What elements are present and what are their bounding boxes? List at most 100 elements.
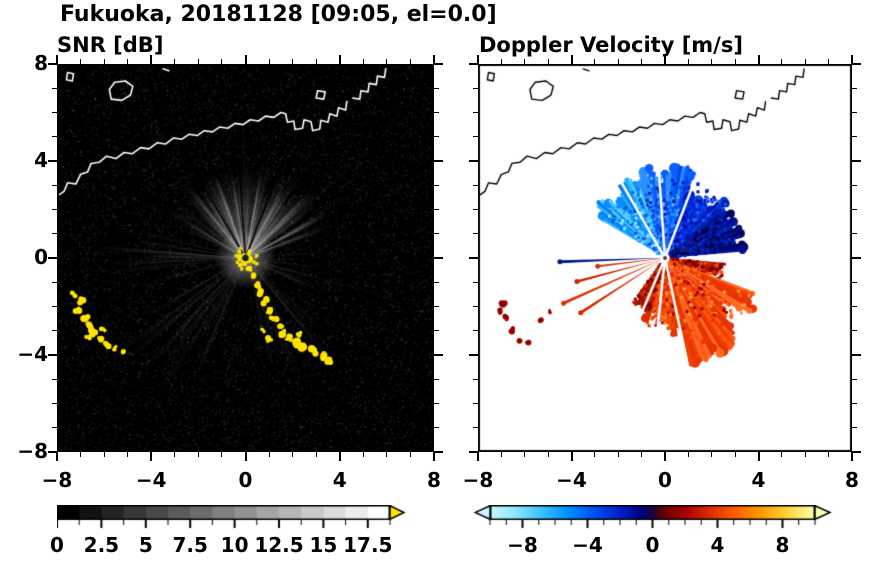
x-axis-tick <box>828 452 830 457</box>
x-axis-tick <box>524 452 526 457</box>
x-tick-label: −4 <box>135 468 167 492</box>
y-axis-tick <box>473 403 478 404</box>
y-axis-tick <box>52 112 57 113</box>
x-axis-tick <box>433 55 435 64</box>
x-axis-tick <box>570 452 573 461</box>
y-axis-tick <box>434 112 439 113</box>
y-axis-tick <box>852 257 861 259</box>
x-axis-tick <box>433 452 435 461</box>
y-axis-tick <box>473 136 478 138</box>
x-axis-tick <box>711 452 713 457</box>
y-axis-tick <box>852 63 861 65</box>
x-axis-tick <box>150 452 153 461</box>
x-axis-tick <box>292 452 294 457</box>
x-axis-tick <box>268 452 270 457</box>
y-axis-tick <box>852 136 857 138</box>
x-axis-tick <box>547 452 549 457</box>
y-axis-tick <box>434 330 439 332</box>
x-tick-label: −8 <box>462 468 494 492</box>
y-axis-tick <box>52 233 57 235</box>
x-tick-label: 0 <box>238 468 253 492</box>
snr-colorbar-label: 2.5 <box>83 533 120 557</box>
velocity-colorbar-label: 0 <box>645 533 660 557</box>
snr-colorbar-label: 15 <box>309 533 338 557</box>
x-axis-tick <box>268 59 270 64</box>
doppler-colorbar <box>474 505 833 531</box>
y-axis-tick <box>434 354 443 356</box>
x-axis-tick <box>687 452 689 457</box>
x-tick-label: −8 <box>41 468 73 492</box>
snr-colorbar-label: 17.5 <box>343 533 393 557</box>
x-axis-tick <box>409 452 411 457</box>
y-axis-tick <box>52 136 57 138</box>
y-axis-tick <box>434 209 439 210</box>
y-axis-tick <box>48 354 57 356</box>
y-tick-label: −4 <box>17 342 48 366</box>
y-axis-tick <box>852 160 861 162</box>
y-axis-tick <box>852 451 861 453</box>
y-axis-tick <box>852 403 857 404</box>
y-axis-tick <box>852 87 857 89</box>
y-axis-tick <box>434 87 439 89</box>
y-axis-tick <box>52 427 57 429</box>
y-axis-tick <box>473 87 478 89</box>
x-axis-tick <box>711 59 713 64</box>
x-axis-tick <box>547 59 549 64</box>
x-axis-tick <box>386 59 388 64</box>
x-axis-tick <box>56 452 58 461</box>
x-axis-tick <box>174 59 176 64</box>
y-axis-tick <box>48 257 57 259</box>
velocity-colorbar-label: −4 <box>572 533 603 557</box>
y-axis-tick <box>48 63 57 65</box>
snr-colorbar-label: 12.5 <box>254 533 304 557</box>
x-axis-tick <box>757 55 760 64</box>
y-axis-tick <box>52 378 57 380</box>
x-axis-tick <box>362 452 364 457</box>
x-axis-tick <box>315 452 317 457</box>
y-axis-tick <box>473 112 478 113</box>
x-axis-tick <box>641 59 643 64</box>
snr-panel-title: SNR [dB] <box>57 33 164 57</box>
y-tick-label: 0 <box>34 245 48 269</box>
snr-colorbar-label: 10 <box>220 533 249 557</box>
y-axis-tick <box>48 451 57 453</box>
y-axis-tick <box>852 209 857 210</box>
x-axis-tick <box>617 452 619 457</box>
y-axis-tick <box>434 63 443 65</box>
x-axis-tick <box>524 59 526 64</box>
x-axis-tick <box>687 59 689 64</box>
y-axis-tick <box>52 87 57 89</box>
x-axis-tick <box>664 55 666 64</box>
x-axis-tick <box>338 452 341 461</box>
x-axis-tick <box>338 55 341 64</box>
x-axis-tick <box>570 55 573 64</box>
y-axis-tick <box>852 233 857 235</box>
y-axis-tick <box>434 257 443 259</box>
x-axis-tick <box>804 59 806 64</box>
x-axis-tick <box>617 59 619 64</box>
y-axis-tick <box>852 354 861 356</box>
x-tick-label: 8 <box>845 468 859 492</box>
x-tick-label: 4 <box>751 468 766 492</box>
y-axis-tick <box>434 403 439 404</box>
y-axis-tick <box>473 233 478 235</box>
y-axis-tick <box>469 160 478 162</box>
x-axis-tick <box>386 452 388 457</box>
x-axis-tick <box>477 55 479 64</box>
y-tick-label: 4 <box>34 148 48 172</box>
y-axis-tick <box>473 281 478 283</box>
y-axis-tick <box>52 306 57 307</box>
y-tick-label: −8 <box>17 439 48 463</box>
x-axis-tick <box>594 59 596 64</box>
x-axis-tick <box>641 452 643 457</box>
y-axis-tick <box>434 451 443 453</box>
x-axis-tick <box>781 59 783 64</box>
x-axis-tick <box>664 452 666 461</box>
x-axis-tick <box>757 452 760 461</box>
x-axis-tick <box>315 59 317 64</box>
snr-heatmap <box>57 64 434 452</box>
x-axis-tick <box>221 452 223 457</box>
x-tick-label: 8 <box>427 468 441 492</box>
x-axis-tick <box>103 59 105 64</box>
